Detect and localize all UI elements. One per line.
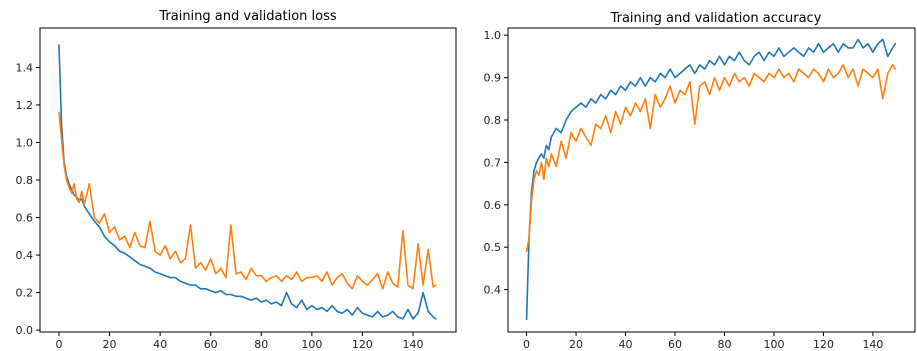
- accuracy-chart-xtick-label: 80: [717, 338, 731, 351]
- accuracy-chart-ticks: 0 20 40 60 80 100 120 140 0.4 0.5 0.6 0.7 0.8 0.9 1.0: [484, 29, 884, 351]
- accuracy-chart-title: Training and validation accuracy: [610, 11, 822, 26]
- accuracy-chart-xtick-label: 20: [569, 338, 583, 351]
- accuracy-chart-xtick-label: 120: [813, 338, 834, 351]
- loss-chart-axes: [39, 27, 457, 333]
- accuracy-chart-ytick-label: 0.5: [484, 241, 502, 254]
- loss-chart-ytick-label: 0.8: [16, 174, 34, 187]
- loss-chart-ytick-label: 0.0: [16, 324, 34, 337]
- loss-chart-ytick-label: 0.4: [16, 249, 34, 262]
- accuracy-chart-series-1-line: [525, 38, 897, 321]
- loss-chart-ytick-label: 1.4: [16, 61, 34, 74]
- accuracy-chart-xtick-label: 40: [619, 338, 633, 351]
- accuracy-chart-ytick-label: 1.0: [484, 29, 502, 42]
- accuracy-chart-series: [525, 38, 897, 321]
- accuracy-chart-ytick-label: 0.8: [484, 114, 502, 127]
- accuracy-chart-xtick-label: 0: [523, 338, 530, 351]
- loss-chart-xtick-label: 20: [103, 338, 117, 351]
- loss-chart-xtick-label: 100: [301, 338, 322, 351]
- loss-chart-ytick-label: 1.0: [16, 136, 34, 149]
- loss-chart-series-1-line: [58, 44, 437, 320]
- accuracy-chart-ytick-label: 0.7: [484, 156, 502, 169]
- loss-chart-xtick-label: 40: [153, 338, 167, 351]
- accuracy-chart-xtick-label: 60: [668, 338, 682, 351]
- accuracy-chart-axes: [507, 27, 916, 333]
- accuracy-chart-ytick-label: 0.4: [484, 284, 502, 297]
- loss-chart-xtick-label: 0: [55, 338, 62, 351]
- accuracy-chart-ytick-label: 0.6: [484, 199, 502, 212]
- loss-chart: Training and validation loss 0 20 40 60 80 10…: [16, 9, 457, 351]
- loss-chart-series-2-line: [58, 111, 437, 290]
- loss-chart-xtick-label: 60: [204, 338, 218, 351]
- loss-chart-xtick-label: 120: [352, 338, 373, 351]
- loss-chart-ytick-label: 0.2: [16, 287, 34, 300]
- loss-chart-title: Training and validation loss: [158, 9, 336, 24]
- loss-chart-series: [58, 44, 437, 320]
- loss-chart-ytick-label: 1.2: [16, 99, 34, 112]
- accuracy-chart-series-2-line: [525, 64, 897, 253]
- accuracy-chart: Training and validation accuracy 0 20 40 60…: [484, 11, 916, 351]
- accuracy-chart-xtick-label: 100: [763, 338, 784, 351]
- loss-chart-ytick-label: 0.6: [16, 212, 34, 225]
- loss-chart-xtick-label: 80: [254, 338, 268, 351]
- accuracy-chart-ytick-label: 0.9: [484, 72, 502, 85]
- accuracy-chart-xtick-label: 140: [862, 338, 883, 351]
- loss-chart-xtick-label: 140: [403, 338, 424, 351]
- loss-chart-ticks: 0 20 40 60 80 100 120 140 0.0 0.2 0.4 0.6 0.8 1.0 1.2 1…: [16, 61, 424, 351]
